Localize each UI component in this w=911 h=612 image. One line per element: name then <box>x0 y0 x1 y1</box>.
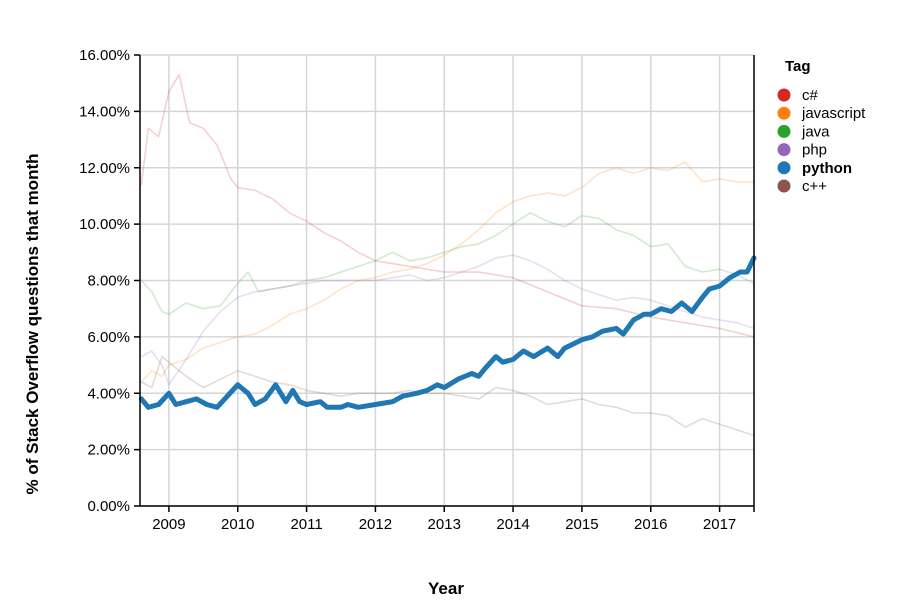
y-tick-label: 16.00% <box>79 47 130 64</box>
y-tick-label: 10.00% <box>79 216 130 233</box>
legend-label: python <box>802 160 852 177</box>
series-line-javascript[interactable] <box>140 161 755 383</box>
legend-item[interactable]: java <box>777 123 831 140</box>
x-tick-label: 2011 <box>290 516 322 533</box>
gridlines <box>140 54 754 507</box>
legend-swatch <box>777 88 791 102</box>
legend-swatch <box>777 179 791 193</box>
series-line-php[interactable] <box>140 254 755 386</box>
legend-swatch <box>777 106 791 120</box>
legend-item[interactable]: javascript <box>777 105 867 122</box>
legend-item[interactable]: c++ <box>777 178 828 195</box>
x-tick-label: 2013 <box>428 516 461 533</box>
y-tick-label: 12.00% <box>79 160 130 177</box>
series-line-c[interactable] <box>140 355 755 437</box>
y-tick-label: 4.00% <box>87 385 130 402</box>
legend-swatch <box>777 143 791 157</box>
series-layer <box>138 73 757 437</box>
y-tick-label: 14.00% <box>79 103 130 120</box>
x-axis-title: Year <box>428 579 464 598</box>
legend-title: Tag <box>785 58 811 75</box>
legend-item[interactable]: c# <box>777 87 819 104</box>
series-line-c[interactable] <box>140 73 755 338</box>
legend-item[interactable]: php <box>777 142 828 159</box>
legend-label: javascript <box>801 105 866 122</box>
y-tick-label: 6.00% <box>87 329 130 346</box>
legend-swatch <box>777 161 791 175</box>
x-tick-label: 2016 <box>634 516 667 533</box>
y-tick-label: 2.00% <box>87 442 130 459</box>
legend-label: java <box>801 123 830 140</box>
axes: 0.00% 2.00% 4.00% 6.00% 8.00% 10.00% 12.00% 14.… <box>79 47 755 533</box>
y-axis-title: % of Stack Overflow questions that month <box>23 154 42 495</box>
x-tick-label: 2017 <box>703 516 736 533</box>
series-line-java[interactable] <box>140 212 755 316</box>
y-tick-label: 8.00% <box>87 273 130 290</box>
x-tick-label: 2015 <box>565 516 598 533</box>
legend-label: php <box>802 142 827 159</box>
y-tick-label: 0.00% <box>87 498 130 515</box>
legend-label: c# <box>802 87 819 104</box>
x-tick-label: 2009 <box>152 516 185 533</box>
x-tick-label: 2014 <box>496 516 529 533</box>
x-tick-label: 2010 <box>221 516 254 533</box>
series-line-python[interactable] <box>138 255 757 410</box>
legend-swatch <box>777 124 791 138</box>
legend-label: c++ <box>802 178 827 195</box>
legend-item[interactable]: python <box>777 160 853 177</box>
x-tick-label: 2012 <box>359 516 392 533</box>
